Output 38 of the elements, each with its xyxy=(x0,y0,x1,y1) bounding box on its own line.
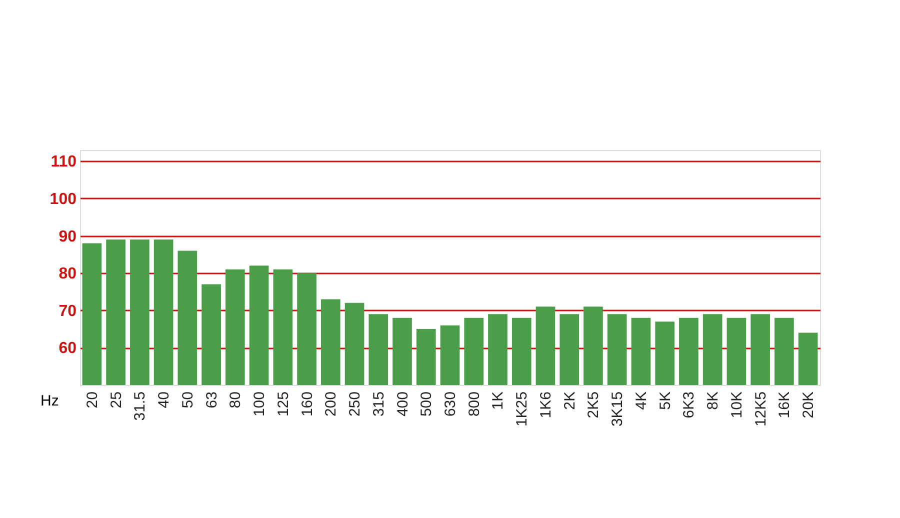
x-tick-label: 500 xyxy=(418,392,436,417)
x-tick-label: 4K xyxy=(632,392,650,410)
x-tick-label: 6K3 xyxy=(680,392,698,418)
x-tick-label: 160 xyxy=(298,392,316,417)
x-tick-label: 2K xyxy=(561,392,578,410)
x-tick-label: 40 xyxy=(156,392,173,408)
x-tick-label: 16K xyxy=(776,392,794,418)
x-tick-label: 800 xyxy=(466,392,483,417)
x-tick-label: 5K xyxy=(656,392,674,410)
x-tick-label: 1K xyxy=(490,392,507,410)
x-tick-label: 100 xyxy=(251,392,268,417)
x-tick-label: 20K xyxy=(800,392,818,418)
x-tick-label: 630 xyxy=(442,392,459,417)
y-tick-label: 60 xyxy=(58,340,77,358)
x-tick-label: 50 xyxy=(179,392,196,408)
y-tick-label: 100 xyxy=(50,190,77,208)
y-tick-label: 110 xyxy=(50,154,77,171)
x-tick-label: 12K5 xyxy=(752,392,770,427)
y-tick-label: 90 xyxy=(58,228,77,246)
x-tick-label: 1K25 xyxy=(514,392,531,427)
x-tick-label: 315 xyxy=(370,392,388,417)
y-tick-label: 80 xyxy=(58,266,77,283)
x-tick-label: 250 xyxy=(346,392,364,417)
x-tick-label: 1K6 xyxy=(537,392,554,418)
x-tick-label: 400 xyxy=(394,392,412,417)
x-tick-label: 2K5 xyxy=(585,392,602,418)
x-tick-label: 200 xyxy=(322,392,340,417)
x-tick-label: 8K xyxy=(704,392,722,410)
x-tick-label: 63 xyxy=(203,392,220,408)
x-tick-label: 80 xyxy=(227,392,244,408)
x-tick-label: 25 xyxy=(108,392,125,408)
y-tick-label: 70 xyxy=(58,302,77,320)
x-tick-label: 10K xyxy=(728,392,746,418)
x-tick-label: 31.5 xyxy=(132,392,149,421)
x-tick-label: 20 xyxy=(84,392,101,408)
x-tick-label: 3K15 xyxy=(609,392,626,427)
x-tick-label: 125 xyxy=(274,392,292,417)
x-axis-title: Hz xyxy=(40,392,59,410)
